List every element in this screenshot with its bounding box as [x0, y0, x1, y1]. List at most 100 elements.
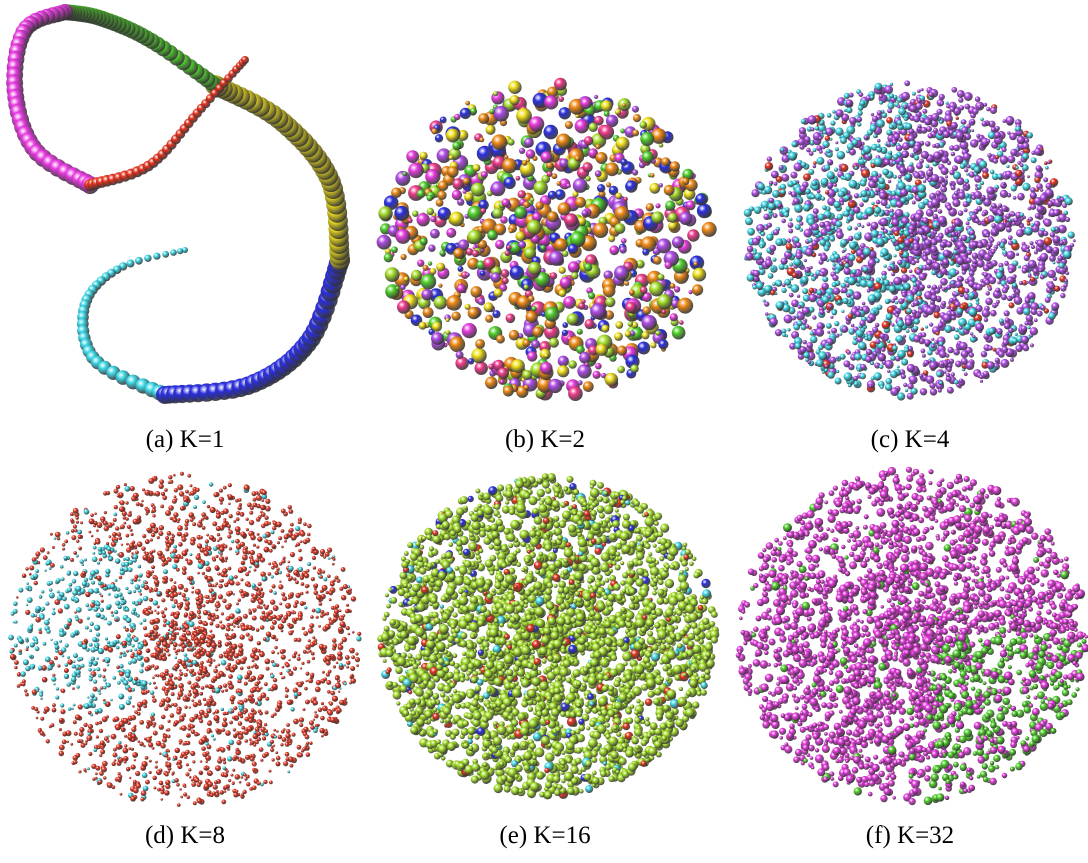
sphere [879, 192, 887, 200]
sphere [975, 184, 978, 187]
sphere [332, 708, 336, 712]
sphere [958, 210, 964, 216]
sphere [890, 371, 898, 379]
sphere [1040, 194, 1048, 202]
sphere [665, 261, 673, 269]
sphere [806, 148, 811, 153]
sphere [998, 223, 1006, 231]
sphere [528, 296, 535, 303]
sphere [840, 164, 848, 172]
sphere [840, 239, 847, 246]
sphere [841, 326, 848, 333]
sphere [1053, 261, 1056, 264]
sphere [56, 687, 59, 690]
sphere [810, 273, 814, 277]
sphere [478, 113, 489, 124]
sphere [355, 652, 358, 655]
sphere [452, 142, 461, 151]
sphere [969, 352, 974, 357]
sphere [153, 253, 160, 260]
sphere [982, 172, 989, 179]
sphere [884, 85, 893, 94]
sphere [765, 162, 774, 171]
sphere [588, 292, 595, 299]
sphere [991, 203, 997, 209]
sphere [228, 528, 230, 530]
sphere [901, 150, 909, 158]
sphere [1044, 237, 1053, 246]
sphere [818, 214, 825, 221]
sphere [170, 578, 174, 582]
sphere [96, 735, 99, 738]
sphere [622, 103, 626, 107]
sphere [1012, 283, 1017, 288]
sphere [150, 620, 155, 625]
sphere [889, 124, 894, 129]
sphere [131, 552, 133, 554]
sphere [1000, 155, 1009, 164]
sphere [449, 212, 464, 227]
sphere [103, 678, 106, 681]
sphere [494, 288, 503, 297]
sphere [1006, 165, 1009, 168]
sphere [772, 258, 776, 262]
sphere [987, 153, 992, 158]
sphere [153, 731, 158, 736]
sphere [206, 534, 209, 537]
sphere [342, 637, 347, 642]
sphere [135, 257, 143, 265]
sphere [127, 637, 133, 643]
sphere [951, 152, 956, 157]
sphere [858, 194, 862, 198]
sphere [456, 351, 464, 359]
sphere [959, 342, 968, 351]
sphere [955, 155, 964, 164]
sphere [944, 325, 952, 333]
sphere [1000, 190, 1008, 198]
sphere [1051, 227, 1056, 232]
sphere [76, 685, 79, 688]
sphere [549, 338, 559, 348]
sphere [531, 306, 536, 311]
sphere [1018, 265, 1021, 268]
sphere [904, 284, 910, 290]
sphere [679, 212, 692, 225]
sphere [305, 700, 310, 705]
sphere [233, 728, 236, 731]
sphere [127, 633, 131, 637]
sphere [419, 322, 427, 330]
sphere [994, 132, 1001, 139]
sphere [913, 300, 919, 306]
sphere [263, 604, 266, 607]
sphere [947, 387, 954, 394]
sphere [832, 310, 837, 315]
sphere [225, 730, 231, 736]
sphere [860, 101, 865, 106]
sphere [659, 183, 663, 187]
sphere [827, 113, 832, 118]
sphere [57, 664, 60, 667]
sphere [984, 318, 989, 323]
sphere [144, 255, 151, 262]
sphere [78, 667, 81, 670]
sphere [686, 200, 696, 210]
sphere [218, 594, 223, 599]
sphere [583, 162, 593, 172]
sphere [435, 134, 443, 142]
sphere [1013, 196, 1017, 200]
sphere [293, 611, 296, 614]
sphere [1065, 197, 1073, 205]
sphere [816, 196, 819, 199]
sphere [138, 589, 142, 593]
sphere [585, 176, 590, 181]
sphere [510, 266, 525, 281]
sphere [89, 643, 93, 647]
sphere [941, 156, 948, 163]
sphere [252, 786, 257, 791]
sphere [774, 182, 778, 186]
sphere [982, 121, 988, 127]
sphere [880, 385, 884, 389]
sphere [830, 121, 835, 126]
sphere [1064, 279, 1068, 283]
sphere [835, 128, 843, 136]
